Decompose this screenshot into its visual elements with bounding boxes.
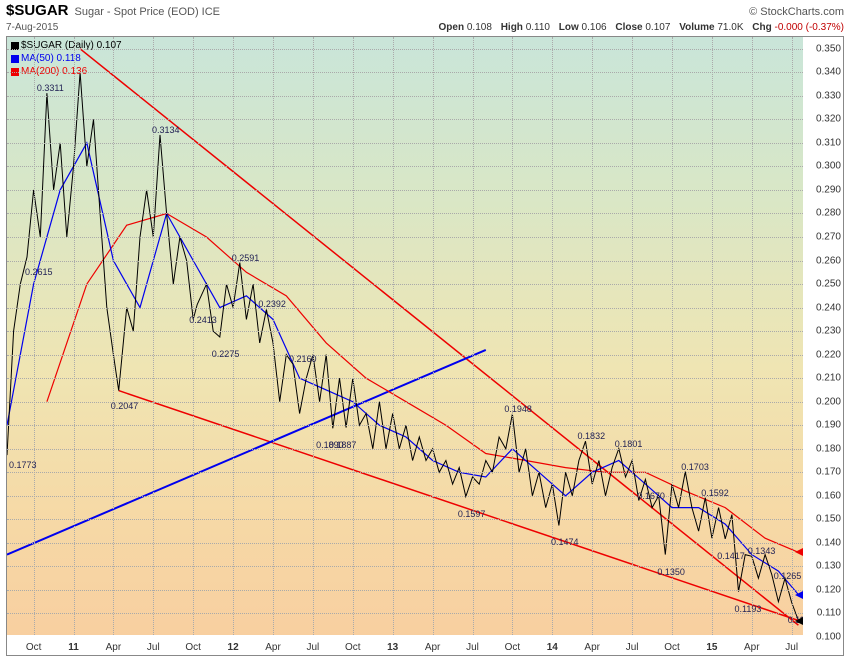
price-annotation: 0.1670 (637, 491, 665, 501)
symbol-description: Sugar - Spot Price (EOD) ICE (75, 6, 221, 18)
x-tick-label: Oct (505, 642, 521, 653)
y-tick-label: 0.240 (816, 302, 841, 313)
x-tick-label: Oct (664, 642, 680, 653)
legend-series: $SUGAR (Daily) 0.107 (21, 39, 122, 52)
y-tick-label: 0.210 (816, 373, 841, 384)
high-value: 0.110 (526, 22, 550, 33)
x-tick-label: Apr (425, 642, 441, 653)
y-tick-label: 0.110 (817, 608, 841, 619)
x-tick-label: 13 (387, 642, 398, 653)
y-tick-label: 0.160 (816, 490, 841, 501)
y-tick-label: 0.300 (816, 161, 841, 172)
y-tick-label: 0.230 (816, 326, 841, 337)
symbol: $SUGAR (6, 2, 69, 19)
price-annotation: 0.1343 (748, 546, 776, 556)
y-tick-label: 0.330 (816, 90, 841, 101)
chart-header: $SUGAR Sugar - Spot Price (EOD) ICE © St… (0, 0, 850, 21)
series-arrow-icon (795, 548, 803, 556)
y-tick-label: 0.120 (816, 584, 841, 595)
y-tick-label: 0.290 (816, 184, 841, 195)
low-value: 0.106 (582, 22, 607, 33)
price-annotation: 0.2615 (25, 267, 53, 277)
y-tick-label: 0.190 (816, 420, 841, 431)
attribution: © StockCharts.com (749, 6, 844, 18)
x-tick-label: Jul (147, 642, 160, 653)
x-tick-label: Apr (265, 642, 281, 653)
price-annotation: 0.1703 (681, 462, 709, 472)
price-annotation: 0.1832 (578, 431, 606, 441)
price-annotation: 0.1474 (551, 537, 579, 547)
x-tick-label: Apr (744, 642, 760, 653)
y-tick-label: 0.150 (816, 514, 841, 525)
x-tick-label: Jul (306, 642, 319, 653)
y-tick-label: 0.270 (816, 232, 841, 243)
y-tick-label: 0.310 (816, 137, 841, 148)
price-annotation: 0.2047 (111, 401, 139, 411)
x-tick-label: Jul (626, 642, 639, 653)
series-arrow-icon (795, 591, 803, 599)
chart-date: 7-Aug-2015 (6, 22, 58, 33)
price-annotation: 0.3311 (37, 83, 64, 93)
y-tick-label: 0.340 (816, 67, 841, 78)
x-tick-label: Apr (584, 642, 600, 653)
series-arrow-icon (795, 617, 803, 625)
price-annotation: 0.2275 (212, 349, 240, 359)
price-annotation: 0.1417 (717, 551, 745, 561)
price-annotation: 0.2160 (289, 354, 317, 364)
legend-ma50: MA(50) 0.118 (21, 52, 81, 65)
x-tick-label: 12 (228, 642, 239, 653)
x-tick-label: Jul (785, 642, 798, 653)
x-tick-label: Oct (185, 642, 201, 653)
chg-value: -0.000 (-0.37%) (775, 22, 844, 33)
price-annotation: 0.1592 (701, 488, 729, 498)
price-annotation: 0.1193 (735, 604, 762, 614)
price-annotation: 0.1597 (458, 509, 486, 519)
ohlc-bar: 7-Aug-2015 Open 0.108 High 0.110 Low 0.1… (0, 21, 850, 36)
x-tick-label: 15 (706, 642, 717, 653)
price-annotation: 0.1265 (774, 571, 802, 581)
y-tick-label: 0.140 (816, 537, 841, 548)
price-annotation: 0.2413 (189, 315, 217, 325)
price-annotation: 0.1890 (316, 440, 344, 450)
x-tick-label: Jul (466, 642, 479, 653)
y-tick-label: 0.130 (816, 561, 841, 572)
price-annotation: 0.1801 (615, 439, 643, 449)
y-tick-label: 0.100 (816, 632, 841, 643)
y-tick-label: 0.250 (816, 279, 841, 290)
x-axis: Oct 11 Apr Jul Oct 12 Apr Jul Oct 13 Apr Jul Oct 14 Ap… (7, 635, 805, 655)
price-annotation: 0.1948 (504, 404, 532, 414)
y-tick-label: 0.180 (816, 443, 841, 454)
price-annotation: 0.1350 (657, 567, 685, 577)
price-annotation: 0.1773 (9, 460, 37, 470)
y-tick-label: 0.260 (816, 255, 841, 266)
x-tick-label: Oct (26, 642, 42, 653)
chart-svg (7, 37, 805, 637)
chart-container: $SUGAR Sugar - Spot Price (EOD) ICE © St… (0, 0, 850, 668)
y-tick-label: 0.200 (816, 396, 841, 407)
open-value: 0.108 (467, 22, 492, 33)
x-tick-label: Apr (106, 642, 122, 653)
price-annotation: 0.3134 (152, 125, 180, 135)
y-tick-label: 0.220 (816, 349, 841, 360)
y-tick-label: 0.350 (816, 43, 841, 54)
x-tick-label: Oct (345, 642, 361, 653)
price-annotation: 0.2591 (232, 253, 260, 263)
y-axis: 0.1000.1100.1200.1300.1400.1500.1600.170… (803, 37, 843, 637)
plot-area: $SUGAR (Daily) 0.107 MA(50) 0.118 MA(200… (7, 37, 805, 637)
chart-area: $SUGAR (Daily) 0.107 MA(50) 0.118 MA(200… (6, 36, 844, 656)
price-annotation: 0.2392 (258, 299, 286, 309)
y-tick-label: 0.280 (816, 208, 841, 219)
x-tick-label: 11 (68, 642, 79, 653)
y-tick-label: 0.170 (816, 467, 841, 478)
close-value: 0.107 (645, 22, 670, 33)
x-tick-label: 14 (547, 642, 558, 653)
y-tick-label: 0.320 (816, 114, 841, 125)
volume-value: 71.0K (717, 22, 743, 33)
